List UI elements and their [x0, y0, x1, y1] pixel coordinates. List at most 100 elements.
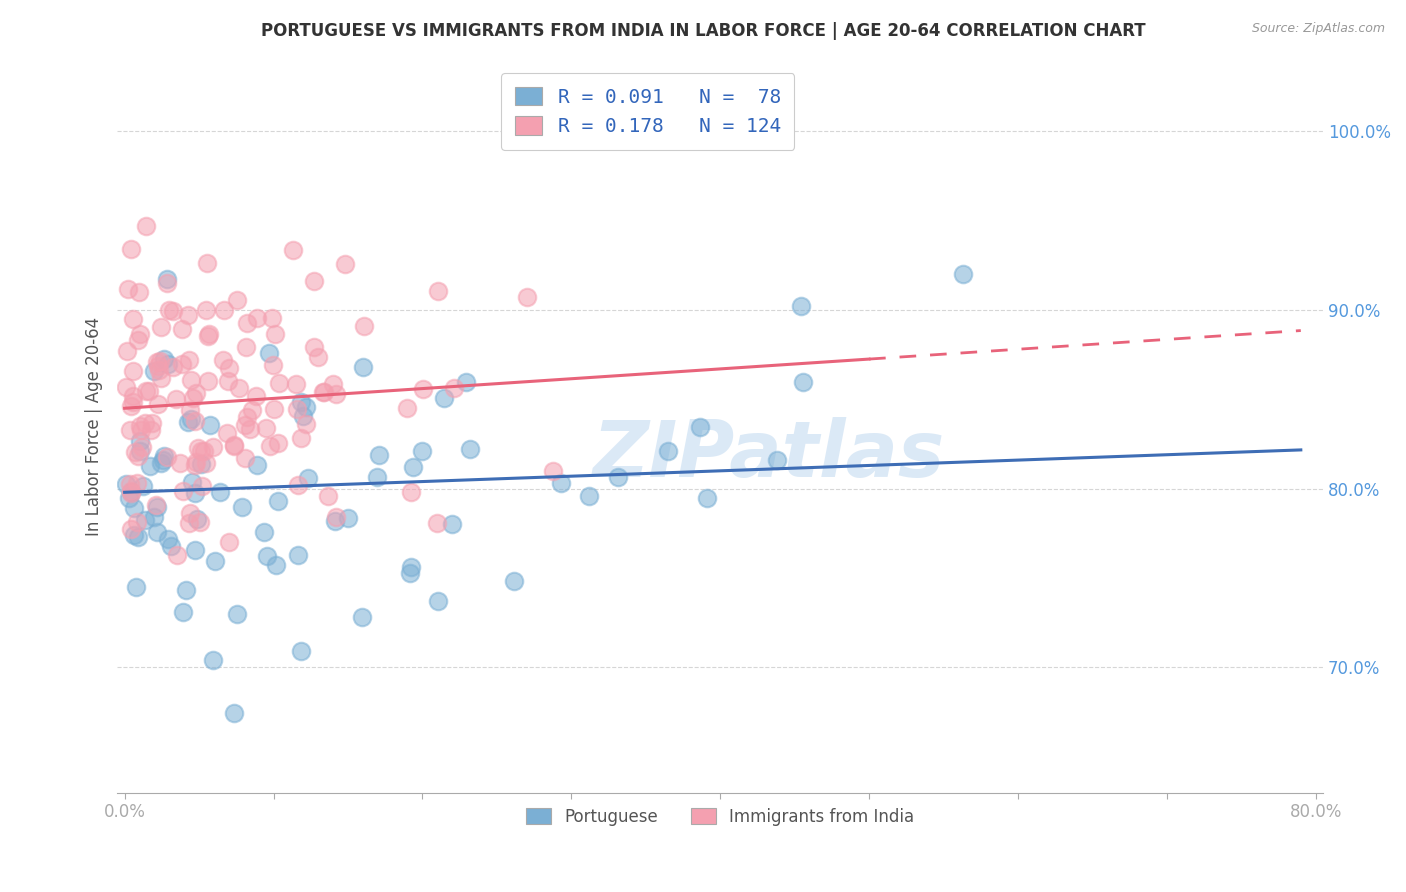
- Point: [149, 354, 172, 368]
- Point: [127, 333, 149, 347]
- Point: [135, 384, 157, 399]
- Point: [197, 374, 219, 388]
- Point: [236, 317, 259, 331]
- Point: [257, 346, 280, 360]
- Point: [460, 442, 482, 456]
- Point: [149, 371, 172, 385]
- Point: [312, 384, 335, 399]
- Point: [208, 484, 231, 499]
- Point: [316, 489, 339, 503]
- Point: [184, 543, 207, 558]
- Point: [131, 423, 153, 437]
- Point: [789, 299, 811, 313]
- Point: [285, 402, 308, 417]
- Point: [295, 417, 318, 431]
- Point: [290, 395, 312, 409]
- Point: [129, 326, 152, 341]
- Point: [267, 493, 290, 508]
- Point: [262, 358, 284, 372]
- Text: PORTUGUESE VS IMMIGRANTS FROM INDIA IN LABOR FORCE | AGE 20-64 CORRELATION CHART: PORTUGUESE VS IMMIGRANTS FROM INDIA IN L…: [260, 22, 1146, 40]
- Point: [184, 485, 207, 500]
- Point: [162, 359, 184, 374]
- Point: [187, 441, 209, 455]
- Legend: Portuguese, Immigrants from India: Portuguese, Immigrants from India: [516, 797, 925, 836]
- Point: [312, 385, 335, 400]
- Point: [225, 607, 247, 621]
- Point: [169, 457, 191, 471]
- Point: [395, 401, 418, 415]
- Point: [235, 340, 257, 354]
- Point: [503, 574, 526, 588]
- Point: [120, 423, 142, 437]
- Point: [148, 359, 170, 373]
- Point: [122, 395, 145, 409]
- Point: [170, 322, 193, 336]
- Point: [402, 459, 425, 474]
- Point: [120, 243, 142, 257]
- Point: [122, 311, 145, 326]
- Point: [120, 484, 142, 499]
- Point: [578, 489, 600, 503]
- Point: [426, 516, 449, 530]
- Text: ZIPatlas: ZIPatlas: [592, 417, 945, 493]
- Point: [245, 389, 267, 403]
- Point: [152, 453, 174, 467]
- Point: [240, 403, 263, 417]
- Point: [148, 363, 170, 377]
- Point: [134, 513, 156, 527]
- Point: [156, 533, 179, 547]
- Point: [184, 455, 207, 469]
- Point: [302, 274, 325, 288]
- Point: [294, 401, 316, 415]
- Point: [146, 525, 169, 540]
- Point: [218, 534, 240, 549]
- Point: [134, 416, 156, 430]
- Point: [246, 458, 269, 472]
- Point: [267, 376, 290, 390]
- Point: [156, 450, 179, 464]
- Point: [128, 434, 150, 449]
- Point: [142, 509, 165, 524]
- Point: [138, 384, 160, 398]
- Point: [128, 285, 150, 299]
- Point: [325, 387, 347, 401]
- Point: [607, 470, 630, 484]
- Point: [149, 456, 172, 470]
- Point: [222, 439, 245, 453]
- Point: [197, 329, 219, 343]
- Point: [177, 353, 200, 368]
- Point: [291, 409, 314, 424]
- Point: [287, 549, 309, 563]
- Point: [127, 450, 149, 464]
- Point: [120, 399, 142, 413]
- Point: [145, 498, 167, 512]
- Point: [222, 438, 245, 452]
- Point: [118, 476, 141, 491]
- Point: [215, 426, 238, 441]
- Point: [177, 415, 200, 429]
- Point: [259, 439, 281, 453]
- Point: [336, 511, 359, 525]
- Point: [456, 375, 478, 389]
- Point: [366, 470, 388, 484]
- Point: [427, 284, 450, 298]
- Point: [188, 515, 211, 529]
- Point: [262, 310, 284, 325]
- Point: [281, 244, 304, 258]
- Point: [122, 501, 145, 516]
- Point: [302, 339, 325, 353]
- Point: [226, 293, 249, 308]
- Point: [290, 643, 312, 657]
- Point: [118, 491, 141, 506]
- Point: [191, 479, 214, 493]
- Point: [541, 464, 564, 478]
- Point: [440, 516, 463, 531]
- Point: [128, 444, 150, 458]
- Point: [368, 448, 391, 462]
- Point: [166, 548, 188, 562]
- Point: [143, 364, 166, 378]
- Point: [127, 530, 149, 544]
- Point: [190, 444, 212, 458]
- Point: [141, 416, 163, 430]
- Point: [131, 440, 153, 454]
